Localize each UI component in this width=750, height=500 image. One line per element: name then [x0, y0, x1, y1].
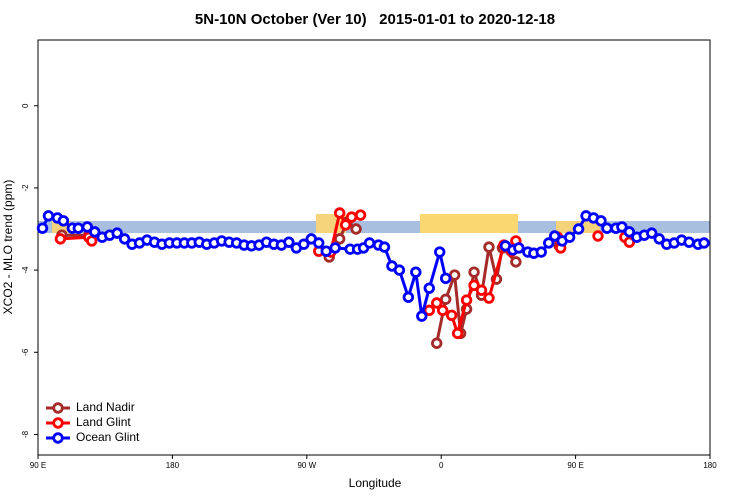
data-point	[436, 304, 449, 317]
data-point	[563, 231, 576, 243]
data-point	[535, 246, 547, 258]
x-axis-label: Longitude	[349, 476, 402, 490]
x-tick-label: 90 W	[297, 461, 316, 470]
ticks: 90 E 180 90 W 0 90 E 180 -8 -6 -4 -2 0	[21, 103, 717, 470]
y-tick-label: -6	[21, 348, 30, 356]
data-point	[595, 215, 607, 227]
chart-title: 5N-10N October (Ver 10) 2015-01-01 to 20…	[195, 11, 555, 28]
data-point	[483, 241, 495, 253]
data-point	[445, 309, 458, 321]
data-point	[298, 238, 310, 250]
data-point	[416, 310, 428, 322]
data-point	[89, 226, 101, 238]
x-tick-label: 180	[703, 461, 717, 470]
data-point	[448, 269, 461, 281]
data-point	[333, 207, 346, 219]
data-point	[423, 304, 435, 317]
data-point	[72, 222, 85, 234]
data-point	[345, 211, 358, 223]
data-point	[350, 223, 362, 235]
data-point	[592, 230, 604, 242]
data-point	[320, 245, 332, 257]
series	[36, 207, 710, 349]
data-point	[460, 294, 473, 306]
data-point	[698, 237, 710, 249]
x-tick-label: 90 E	[30, 461, 46, 470]
data-point	[439, 272, 452, 285]
legend-marker	[52, 402, 64, 414]
plot-frame	[37, 39, 711, 456]
data-point	[475, 284, 488, 296]
data-point	[111, 227, 123, 239]
data-point	[313, 237, 325, 249]
data-point	[468, 279, 480, 292]
ocean-strip	[38, 221, 710, 233]
data-point	[572, 223, 585, 235]
data-point	[81, 221, 93, 233]
map-strip	[38, 214, 710, 233]
data-point	[283, 236, 295, 248]
x-tick-label: 0	[439, 461, 444, 470]
data-point	[653, 233, 665, 245]
data-point	[354, 209, 367, 221]
data-point	[434, 246, 446, 258]
data-point	[57, 215, 70, 227]
data-point	[513, 242, 525, 254]
legend-marker	[52, 417, 64, 429]
data-point	[623, 236, 636, 248]
data-point	[410, 266, 422, 278]
data-point	[431, 337, 443, 349]
data-point	[646, 227, 658, 239]
y-tick-label: -2	[21, 184, 30, 192]
data-point	[439, 293, 452, 305]
y-axis-label: XCO2 - MLO trend (ppm)	[1, 180, 15, 315]
data-point	[86, 235, 98, 247]
y-tick-label: -8	[21, 430, 30, 438]
data-point	[363, 237, 376, 249]
data-point	[333, 233, 346, 245]
data-point	[616, 221, 628, 233]
data-point	[54, 233, 67, 245]
legend-label: Land Nadir	[76, 400, 135, 414]
data-point	[548, 230, 561, 242]
x-tick-label: 180	[166, 461, 180, 470]
land-patch	[420, 214, 518, 233]
data-point	[339, 219, 352, 231]
data-point	[451, 327, 464, 340]
data-point	[393, 264, 406, 276]
data-point	[510, 256, 522, 268]
y-tick-label: 0	[21, 103, 30, 108]
data-point	[329, 242, 341, 254]
data-point	[601, 222, 613, 234]
data-point	[378, 241, 391, 253]
legend-label: Land Glint	[76, 415, 131, 429]
data-point	[623, 226, 636, 238]
data-point	[423, 282, 435, 294]
data-point	[118, 233, 131, 245]
data-point	[402, 291, 415, 303]
legend-label: Ocean Glint	[76, 430, 140, 444]
legend-marker	[52, 432, 64, 444]
data-point	[431, 297, 443, 309]
data-point	[468, 266, 480, 278]
data-point	[543, 237, 555, 249]
x-tick-label: 90 E	[567, 461, 583, 470]
data-point	[483, 292, 495, 304]
data-point	[683, 236, 695, 248]
y-tick-label: -4	[21, 266, 30, 274]
data-point	[36, 222, 49, 234]
data-point	[42, 210, 55, 222]
